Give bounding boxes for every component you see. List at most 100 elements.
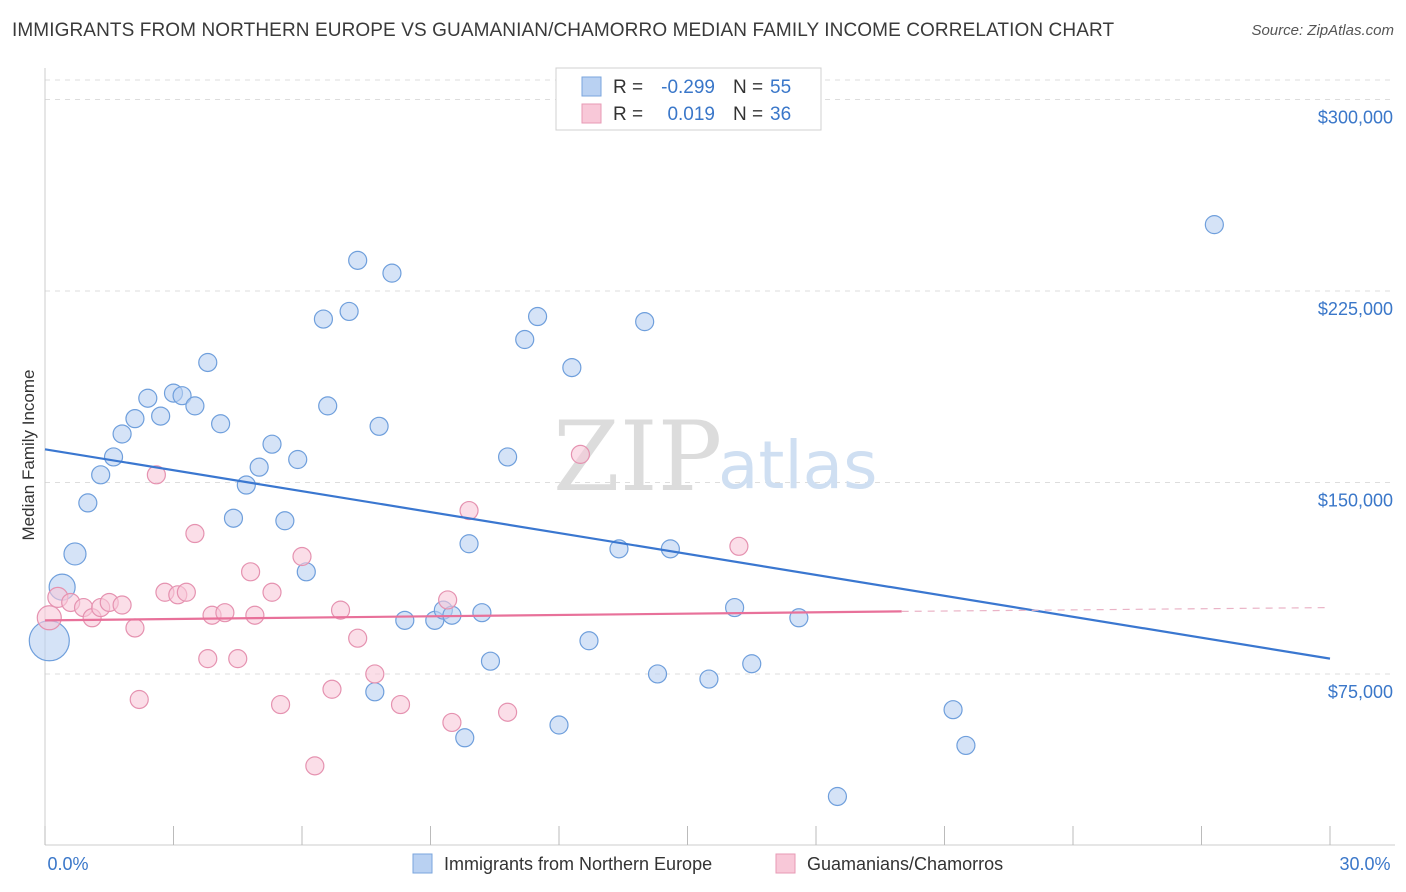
pink-point: [262, 582, 282, 602]
bottom-legend-swatch-blue: [412, 853, 433, 874]
watermark-atlas: atlas: [718, 427, 878, 504]
legend-swatch-pink: [581, 103, 602, 124]
blue-point: [103, 447, 124, 467]
blue-point: [262, 434, 282, 454]
blue-point: [527, 306, 548, 327]
pink-point: [729, 536, 749, 556]
tick-labels: $75,000 $150,000 $225,000 $300,000 0.0% 30.0%: [47, 108, 1393, 874]
blue-point: [112, 424, 132, 444]
pink-point: [215, 603, 235, 623]
data-points: [28, 215, 1224, 807]
pink-point: [228, 649, 248, 669]
blue-point: [78, 493, 98, 513]
pink-point: [348, 628, 368, 648]
pink-point: [365, 664, 385, 684]
pink-point: [125, 618, 145, 638]
blue-point: [339, 301, 359, 322]
blue-point: [660, 539, 680, 559]
pink-point: [438, 590, 458, 610]
pink-point: [146, 465, 166, 485]
pink-point: [176, 582, 196, 602]
blue-point: [742, 654, 762, 674]
legend-n-label-2: N =: [733, 104, 763, 125]
blue-point: [63, 542, 87, 566]
blue-point: [579, 631, 599, 651]
blue-point: [382, 263, 402, 283]
grid-lines: [45, 79, 1395, 675]
blue-point: [455, 728, 475, 748]
pink-point: [292, 546, 312, 567]
chart-title: IMMIGRANTS FROM NORTHERN EUROPE VS GUAMA…: [12, 20, 1115, 41]
pink-point: [241, 562, 261, 582]
legend: R = -0.299 N = 55 R = 0.019 N = 36: [555, 67, 822, 131]
pink-point: [498, 702, 518, 722]
legend-n-value-1: 55: [770, 77, 791, 98]
y-tick-label: $300,000: [1318, 108, 1393, 128]
blue-point: [151, 406, 171, 426]
blue-point: [472, 603, 492, 623]
pink-point: [570, 444, 591, 464]
bottom-legend-label-blue: Immigrants from Northern Europe: [444, 854, 712, 874]
blue-point: [562, 357, 582, 378]
legend-r-label-2: R =: [613, 104, 643, 125]
blue-point: [318, 396, 338, 416]
blue-point: [172, 386, 192, 406]
blue-point: [223, 508, 244, 528]
pink-point: [442, 712, 462, 733]
blue-point: [515, 329, 535, 350]
legend-r-label-1: R =: [613, 77, 643, 98]
blue-point: [827, 786, 848, 807]
blue-point: [480, 651, 501, 671]
blue-point: [138, 388, 158, 408]
y-tick-label: $75,000: [1328, 682, 1393, 702]
blue-point: [956, 735, 976, 756]
legend-r-value-1: -0.299: [661, 77, 715, 98]
blue-point: [549, 715, 569, 735]
blue-point: [459, 534, 479, 554]
blue-point: [943, 700, 963, 720]
blue-point: [313, 309, 334, 329]
watermark: ZIP atlas: [553, 401, 878, 513]
trend-lines: [44, 448, 1331, 660]
blue-point: [369, 416, 389, 436]
blue-point: [125, 409, 145, 429]
axes: [44, 68, 1395, 846]
blue-point: [395, 610, 415, 630]
bottom-legend-swatch-pink: [775, 853, 796, 874]
blue-point: [647, 664, 668, 684]
source-label: Source: ZipAtlas.com: [1251, 22, 1394, 39]
pink-point: [36, 605, 62, 631]
blue-point: [249, 457, 269, 477]
legend-n-label-1: N =: [733, 77, 763, 98]
pink-point: [198, 649, 218, 669]
pink-point: [330, 600, 351, 620]
blue-point: [699, 669, 719, 689]
blue-point: [635, 312, 655, 332]
y-tick-label: $150,000: [1318, 490, 1393, 510]
pink-point: [129, 689, 149, 710]
blue-point: [288, 449, 308, 470]
blue-point: [211, 414, 231, 434]
legend-r-value-2: 0.019: [667, 104, 715, 125]
blue-point: [275, 511, 295, 531]
pink-point: [459, 500, 479, 521]
blue-point: [348, 250, 368, 270]
pink-point: [245, 605, 265, 625]
y-axis-label: Median Family Income: [19, 369, 38, 540]
blue-point: [365, 682, 385, 702]
blue-trend-line: [44, 448, 1331, 660]
blue-point: [498, 447, 518, 467]
legend-n-value-2: 36: [770, 104, 791, 125]
pink-point: [322, 679, 342, 699]
blue-point: [1204, 215, 1224, 235]
blue-point: [91, 465, 111, 485]
x-tick-label-min: 0.0%: [47, 854, 88, 874]
pink-point: [305, 756, 325, 776]
x-tick-label-max: 30.0%: [1339, 854, 1390, 874]
bottom-legend: Immigrants from Northern Europe Guamania…: [412, 853, 1003, 874]
blue-point: [185, 396, 205, 416]
blue-point: [236, 475, 256, 495]
bottom-legend-label-pink: Guamanians/Chamorros: [807, 854, 1003, 874]
pink-point: [112, 595, 132, 615]
